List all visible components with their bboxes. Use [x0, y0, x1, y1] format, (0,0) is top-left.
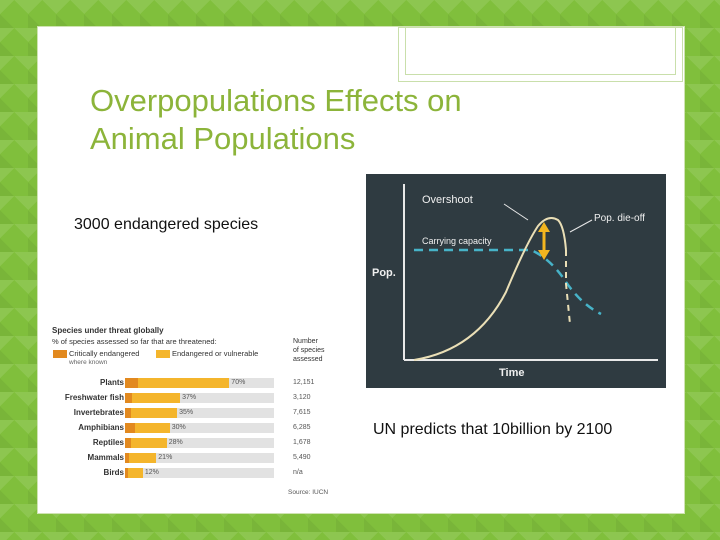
threat-bar-critically-endangered	[125, 423, 136, 433]
threat-bar-critically-endangered	[125, 408, 131, 418]
threat-row-count: 1,678	[293, 439, 311, 446]
legend-ev-swatch	[156, 350, 170, 358]
threat-bar-critically-endangered	[125, 378, 139, 388]
threat-bar-critically-endangered	[125, 453, 130, 463]
legend-ce-swatch	[53, 350, 67, 358]
overshoot-pointer	[503, 203, 529, 221]
threat-row-percent: 35%	[179, 409, 194, 416]
threat-bar-endangered	[129, 453, 157, 463]
threat-row-count: n/a	[293, 469, 303, 476]
threat-bar-critically-endangered	[125, 438, 131, 448]
threat-row: Freshwater fish 37% 3,120	[52, 392, 348, 405]
slide-title: Overpopulations Effects on Animal Popula…	[90, 82, 560, 158]
die-off-pointer	[569, 219, 593, 233]
threat-row-label: Freshwater fish	[64, 393, 124, 402]
threat-bar-track	[125, 423, 274, 433]
title-line-2: Animal Populations	[90, 121, 356, 156]
threat-row-percent: 70%	[231, 379, 246, 386]
overshoot-graph: Overshoot Pop. die-off Carrying capacity…	[366, 174, 666, 388]
threat-row-count: 5,490	[293, 454, 311, 461]
threat-bar-track	[125, 408, 274, 418]
threat-bar-track	[125, 468, 274, 478]
threat-row-label: Mammals	[87, 453, 124, 462]
threat-row-label: Birds	[103, 468, 124, 477]
threat-row: Reptiles 28% 1,678	[52, 437, 348, 450]
threat-row-label: Plants	[99, 378, 124, 387]
threat-row-percent: 28%	[168, 439, 183, 446]
legend-ev-label: Endangered or vulnerable	[172, 349, 259, 358]
threat-bar-critically-endangered	[125, 393, 133, 403]
threat-bar-critically-endangered	[125, 468, 128, 478]
graph-y-label: Pop.	[372, 267, 396, 279]
threat-row: Invertebrates 35% 7,615	[52, 407, 348, 420]
threat-row-percent: 21%	[158, 454, 173, 461]
threat-bar-endangered	[132, 393, 181, 403]
threat-row-percent: 30%	[171, 424, 186, 431]
overshoot-arrow-head-down	[538, 250, 550, 260]
die-off-label: Pop. die-off	[594, 213, 645, 224]
legend-ce-label: Critically endangered	[69, 349, 140, 358]
title-line-1: Overpopulations Effects on	[90, 83, 462, 118]
overshoot-label: Overshoot	[422, 194, 473, 206]
threat-row-count: 6,285	[293, 424, 311, 431]
threat-bar-endangered	[135, 423, 170, 433]
threat-row-label: Amphibians	[78, 423, 124, 432]
threat-row-count: 12,151	[293, 379, 315, 386]
threat-row: Mammals 21% 5,490	[52, 452, 348, 465]
population-die-off-curve	[565, 250, 571, 325]
threat-chart-title: Species under threat globally	[52, 326, 164, 335]
threat-bar-track	[125, 438, 274, 448]
threat-bar-endangered	[138, 378, 230, 388]
threat-chart-source: Source: IUCN	[288, 489, 329, 496]
threat-bar-endangered	[130, 408, 178, 418]
threat-bar-endangered	[130, 438, 167, 448]
threat-row-percent: 37%	[182, 394, 197, 401]
threat-row-percent: 12%	[144, 469, 159, 476]
threat-row-label: Reptiles	[92, 438, 124, 447]
graph-x-label: Time	[499, 367, 524, 379]
threat-row-label: Invertebrates	[73, 408, 124, 417]
threat-chart-subtitle: % of species assessed so far that are th…	[52, 337, 217, 346]
carrying-capacity-label: Carrying capacity	[422, 236, 492, 246]
legend-ce-note: where known	[69, 359, 108, 366]
endangered-species-text: 3000 endangered species	[74, 216, 259, 233]
threat-bar-track	[125, 453, 274, 463]
threat-row: Plants 70% 12,151	[52, 377, 348, 390]
species-threat-chart: Species under threat globally % of speci…	[52, 323, 348, 501]
population-curve	[413, 217, 567, 361]
threat-bar-track	[125, 393, 274, 403]
un-prediction-text: UN predicts that 10billion by 2100	[373, 421, 613, 438]
threat-bar-endangered	[127, 468, 143, 478]
decorative-tab	[398, 27, 683, 82]
threat-row-count: 3,120	[293, 394, 311, 401]
threat-row: Amphibians 30% 6,285	[52, 422, 348, 435]
carrying-capacity-line	[414, 248, 602, 316]
count-column-header: Number of species assessed	[293, 338, 325, 363]
overshoot-arrow-head-up	[538, 222, 550, 232]
threat-row: Birds 12% n/a	[52, 467, 348, 480]
threat-row-count: 7,615	[293, 409, 311, 416]
